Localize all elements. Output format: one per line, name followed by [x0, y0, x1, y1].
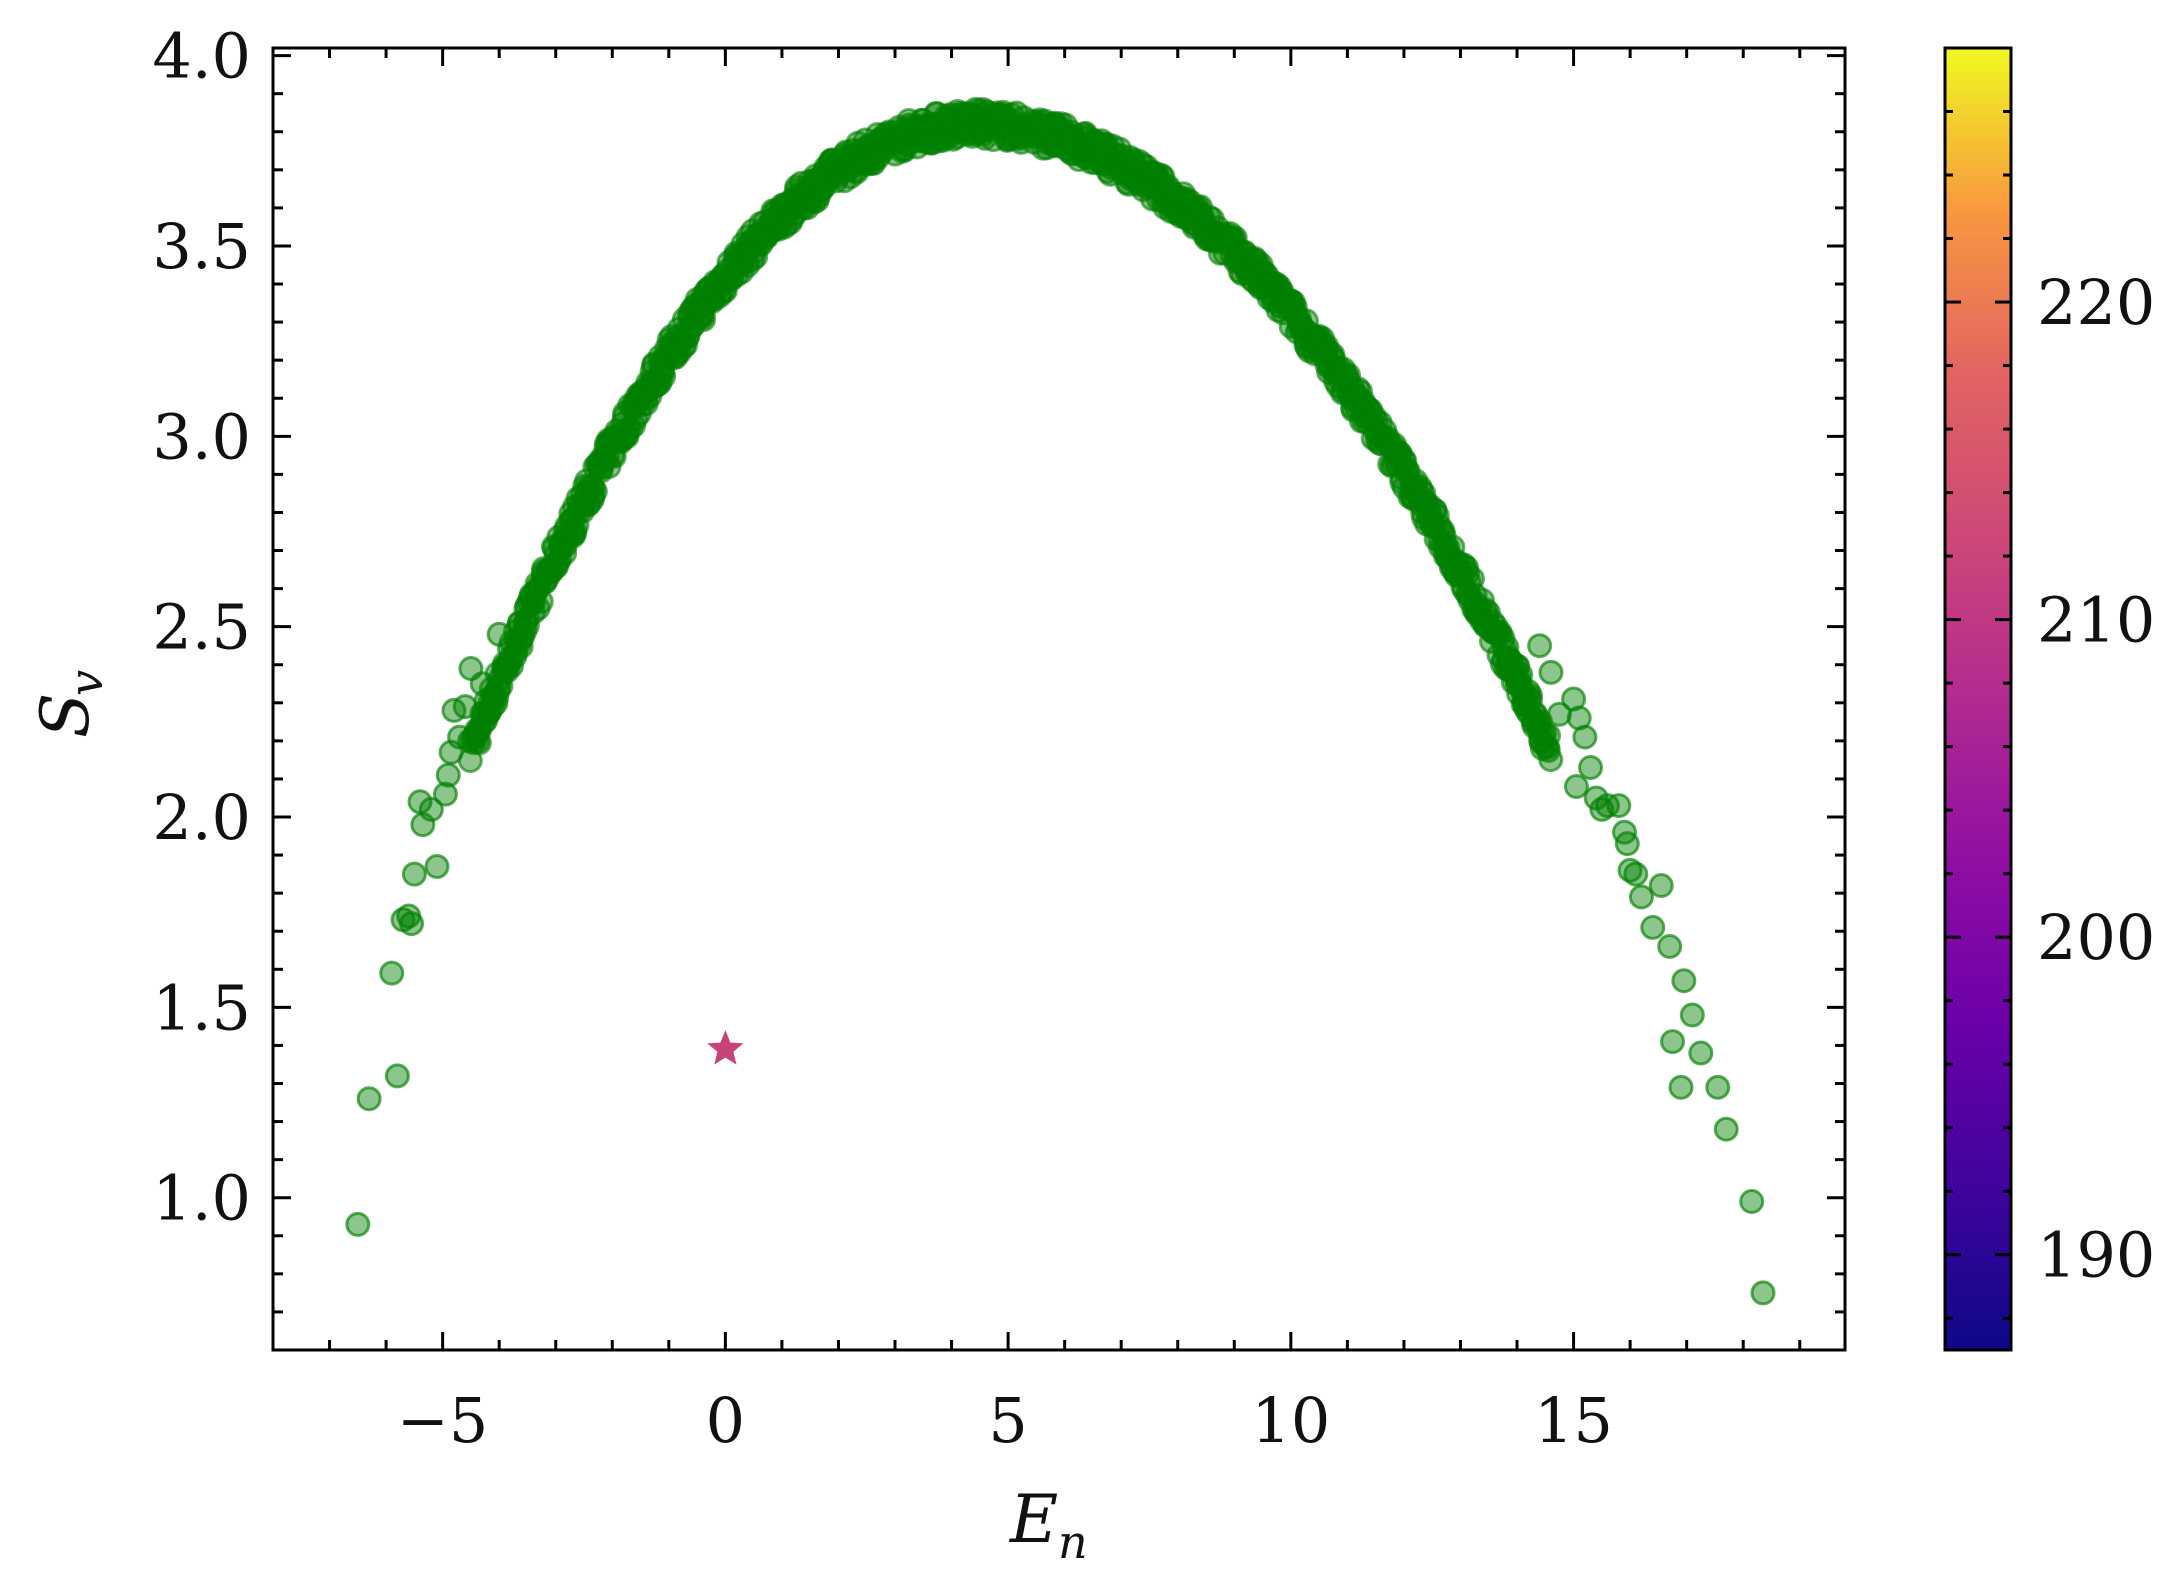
y-ticks: 1.0 1.5 2.0 2.5 3.0 3.5 4.0 [152, 20, 1845, 1314]
data-point [1623, 861, 1649, 887]
data-point [1563, 774, 1589, 800]
colorbar: 190 200 210 220 [1943, 46, 2155, 1352]
x-tick-label: 15 [1534, 1384, 1613, 1457]
colorbar-tick-label: 220 [2037, 266, 2155, 339]
data-point [345, 1211, 371, 1237]
plot-area: −5 0 5 10 15 1.0 1.5 2.0 2.5 3.0 3.5 4.0 [152, 20, 1847, 1457]
star-marker [707, 1030, 744, 1065]
x-tick-label: 10 [1251, 1384, 1330, 1457]
data-point [452, 694, 478, 720]
y-tick-label: 3.0 [152, 400, 251, 473]
data-point [1750, 1280, 1776, 1306]
data-point [1705, 1074, 1731, 1100]
data-point [1713, 1116, 1739, 1142]
x-tick-label: 5 [988, 1384, 1027, 1457]
colorbar-tick-label: 210 [2037, 584, 2155, 657]
data-point [399, 911, 425, 937]
y-tick-label: 3.5 [152, 210, 251, 283]
data-point [1536, 722, 1562, 748]
data-point [582, 478, 608, 504]
data-point [447, 724, 473, 750]
x-axis-label-subscript: n [1058, 1515, 1088, 1569]
data-point [1688, 1040, 1714, 1066]
data-point [1739, 1189, 1765, 1215]
points-layer [345, 96, 1776, 1306]
data-point [424, 854, 450, 880]
y-tick-label: 1.5 [152, 971, 251, 1044]
y-tick-label: 1.0 [152, 1162, 251, 1235]
data-point [1648, 873, 1674, 899]
y-axis-label: S v [27, 670, 113, 738]
data-point [1668, 1074, 1694, 1100]
y-tick-label: 2.0 [152, 781, 251, 854]
data-point [379, 960, 405, 986]
data-point [1578, 755, 1604, 781]
data-point [432, 781, 458, 807]
data-point [1614, 831, 1640, 857]
data-point [418, 796, 444, 822]
colorbar-tick-label: 190 [2037, 1219, 2155, 1292]
data-point [1527, 633, 1553, 659]
y-axis-label-subscript: v [59, 670, 113, 696]
y-axis-label-main: S [27, 693, 104, 738]
data-point [1572, 724, 1598, 750]
data-point [1657, 933, 1683, 959]
x-ticks: −5 0 5 10 15 [328, 48, 1802, 1457]
x-tick-label: 0 [706, 1384, 745, 1457]
plot-frame [271, 46, 1847, 1352]
data-point [401, 861, 427, 887]
colorbar-ticks: 190 200 210 220 [1945, 110, 2155, 1320]
x-axis-label: E n [1009, 1481, 1088, 1569]
data-point [1515, 678, 1541, 704]
data-point [486, 621, 512, 647]
y-tick-label: 2.5 [152, 591, 251, 664]
data-point [1628, 884, 1654, 910]
data-point [1671, 968, 1697, 994]
data-point [1660, 1029, 1686, 1055]
data-point [1640, 914, 1666, 940]
y-tick-label: 4.0 [152, 20, 251, 93]
colorbar-gradient [1943, 46, 2013, 1352]
data-point [1538, 747, 1564, 773]
data-point [435, 762, 461, 788]
colorbar-tick-label: 200 [2037, 901, 2155, 974]
data-point [356, 1086, 382, 1112]
x-axis-label-main: E [1009, 1481, 1058, 1558]
data-point [384, 1063, 410, 1089]
data-point [1606, 793, 1632, 819]
data-point [1538, 659, 1564, 685]
x-tick-label: −5 [397, 1384, 488, 1457]
data-point [481, 682, 507, 708]
data-point [1679, 1002, 1705, 1028]
